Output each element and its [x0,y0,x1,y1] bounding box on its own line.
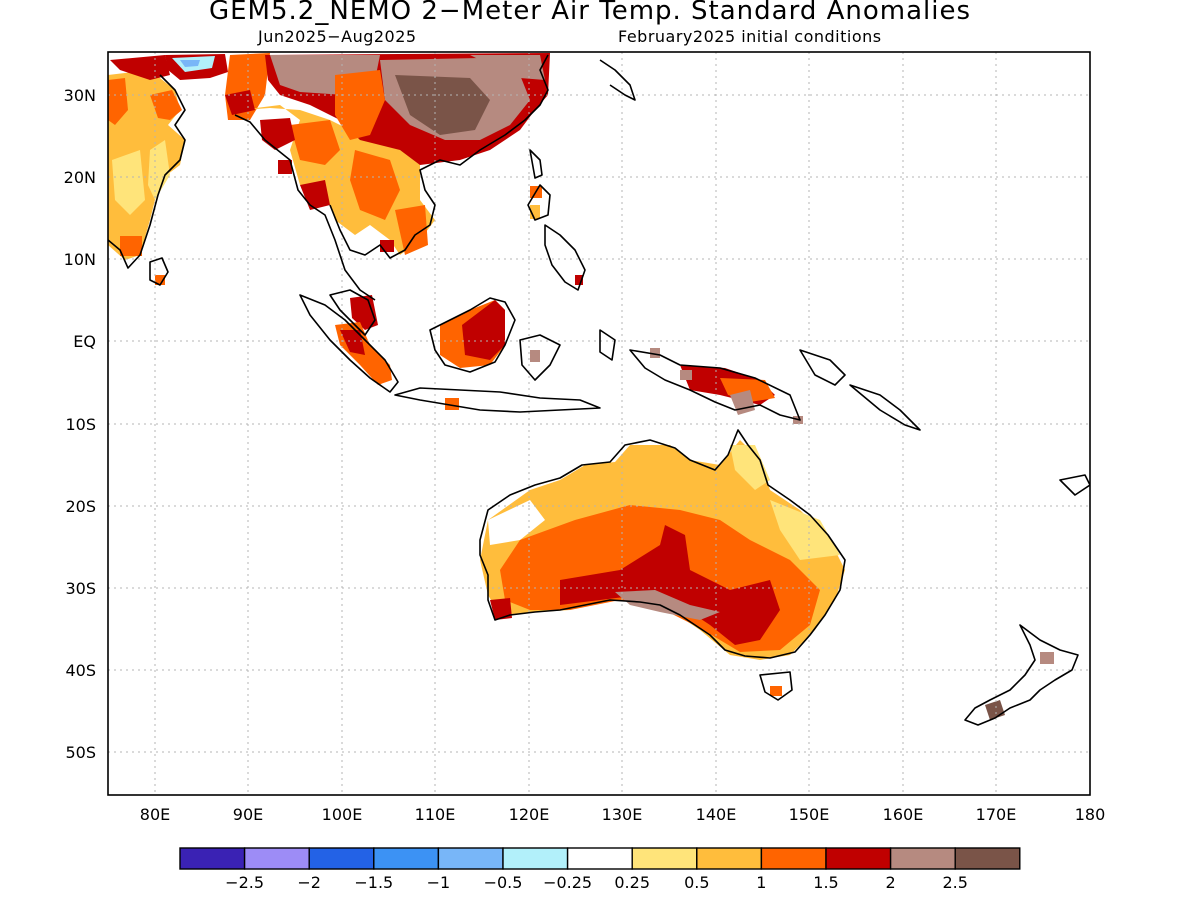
colorbar-label: −0.5 [484,873,523,892]
latitude-labels: 30N 20N 10N EQ 10S 20S 30S 40S 50S [64,86,96,762]
colorbar-label: −0.25 [543,873,592,892]
colorbar-label: 0.25 [614,873,650,892]
colorbar: −2.5 −2 −1.5 −1 −0.5 −0.25 0.25 0.5 1 1.5 2 2.5 [179,847,1021,892]
lat-label: 20N [64,168,96,187]
colorbar-label: −1.5 [354,873,393,892]
lon-label: 80E [140,805,170,824]
graticule [108,52,1090,795]
lon-label: 120E [509,805,550,824]
lon-label: 160E [883,805,924,824]
lon-label: 130E [602,805,643,824]
colorbar-swatch [566,847,633,870]
colorbar-swatch [954,847,1021,870]
colorbar-swatch [760,847,827,870]
lat-label: 10N [64,250,96,269]
colorbar-label: −1 [427,873,451,892]
anomaly-field [108,53,1054,720]
colorbar-swatch [631,847,698,870]
map-title: GEM5.2_NEMO 2−Meter Air Temp. Standard A… [208,0,972,26]
lat-label: 40S [65,661,96,680]
lon-label: 150E [789,805,830,824]
colorbar-swatch [179,847,246,870]
colorbar-swatch [696,847,763,870]
colorbar-label: 2.5 [942,873,967,892]
lon-label: 90E [233,805,263,824]
lon-label: 110E [415,805,456,824]
lat-label: 10S [65,415,96,434]
lon-label: 170E [976,805,1017,824]
lon-label: 180 [1075,805,1106,824]
colorbar-label: 2 [886,873,896,892]
lat-label: 50S [65,743,96,762]
lat-label: 30S [65,579,96,598]
lat-label: 20S [65,497,96,516]
colorbar-label: −2.5 [225,873,264,892]
colorbar-swatch [373,847,440,870]
colorbar-swatch [825,847,892,870]
longitude-labels: 80E 90E 100E 110E 120E 130E 140E 150E 16… [140,805,1106,824]
colorbar-swatch [243,847,310,870]
lon-label: 140E [696,805,737,824]
lat-label: 30N [64,86,96,105]
lat-label: EQ [73,332,96,351]
initial-conditions: February2025 initial conditions [618,27,882,46]
forecast-period: Jun2025−Aug2025 [258,27,417,46]
plot-frame [107,51,1091,796]
colorbar-label: 1.5 [813,873,838,892]
colorbar-label: 1 [756,873,766,892]
colorbar-label: −2 [297,873,321,892]
coastlines [108,54,1090,726]
colorbar-label: 0.5 [684,873,709,892]
colorbar-swatch [502,847,569,870]
colorbar-swatch [437,847,504,870]
colorbar-swatch [889,847,956,870]
colorbar-swatch [308,847,375,870]
lon-label: 100E [322,805,363,824]
